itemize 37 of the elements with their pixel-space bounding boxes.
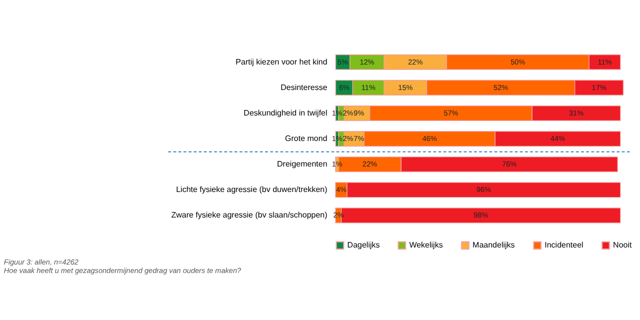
data-label: 44% (550, 134, 566, 143)
data-label: 1% (332, 108, 343, 118)
text: Figuur 3: allen, n=4262 (4, 257, 78, 266)
data-label: 9% (354, 108, 365, 118)
data-label: 46% (422, 134, 438, 143)
legend-label: Nooit (613, 240, 633, 250)
data-label: 12% (360, 57, 375, 66)
data-label: 4% (336, 185, 348, 194)
data-label: 50% (510, 57, 526, 66)
data-label: 22% (408, 57, 424, 66)
data-label: 31% (568, 108, 584, 118)
y-tick-label: Zware fysieke agressie (bv slaan/schoppen) (171, 210, 328, 220)
data-label: 57% (444, 108, 459, 118)
data-label: 15% (398, 82, 414, 92)
y-tick-label: Partij kiezen voor het kind (236, 57, 328, 66)
y-tick-label: Deskundigheid in twijfel (244, 108, 328, 118)
data-label: 1% (332, 134, 343, 143)
legend-label: Maandelijks (472, 240, 515, 250)
data-label: 7% (354, 134, 365, 143)
y-tick-label: Lichte fysieke agressie (bv duwen/trekken) (176, 185, 328, 194)
data-label: 5% (338, 57, 349, 66)
data-label: 6% (338, 82, 350, 92)
y-tick-label: Dreigementen (277, 160, 328, 169)
legend-label: Wekelijks (409, 240, 443, 250)
data-label: 11% (598, 57, 612, 66)
y-tick-label: Desinteresse (280, 82, 328, 92)
data-label: 76% (502, 160, 518, 169)
data-label: 22% (362, 160, 378, 169)
data-label: 96% (476, 185, 492, 194)
y-tick-label: Grote mond (285, 134, 328, 143)
data-label: 17% (592, 82, 607, 92)
legend-label: Dagelijks (347, 240, 380, 250)
text: Hoe vaak heeft u met gezagsondermijnend gedrag van ouders te maken? (4, 266, 242, 276)
legend-label: Incidenteel (544, 240, 584, 250)
data-label: 11% (361, 82, 376, 92)
data-label: 98% (474, 210, 489, 220)
data-label: 52% (494, 82, 509, 92)
